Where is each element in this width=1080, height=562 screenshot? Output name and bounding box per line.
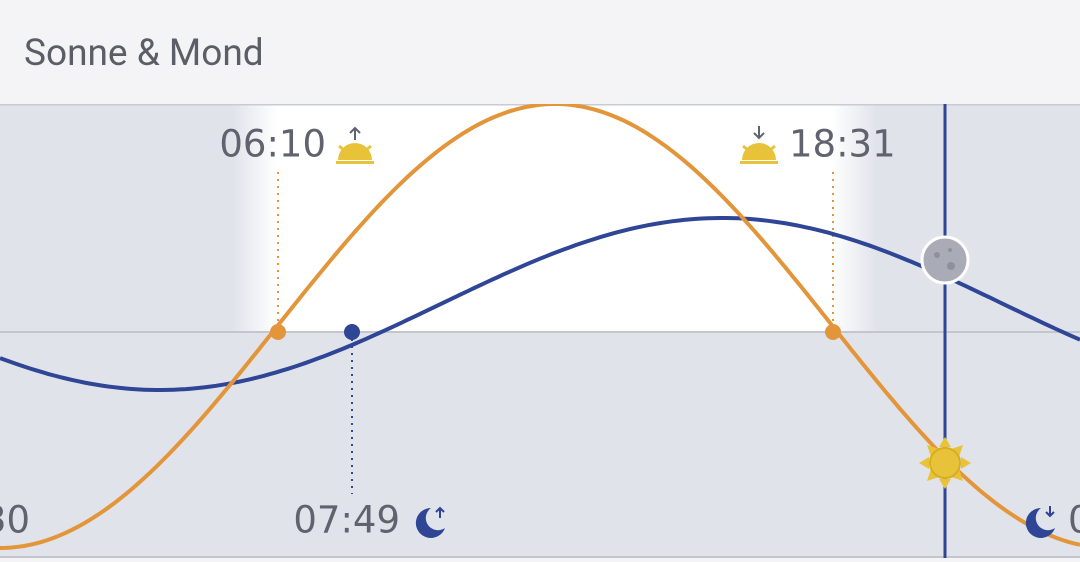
moon-icon bbox=[920, 235, 970, 285]
sunset-dot bbox=[825, 324, 841, 340]
sunrise-dot bbox=[270, 324, 286, 340]
day-background bbox=[232, 104, 877, 332]
previous-edge-label: 30 bbox=[0, 499, 30, 542]
sunrise-time: 06:10 bbox=[219, 123, 326, 166]
next-edge-label: 0 bbox=[1068, 499, 1080, 542]
moonrise-dot bbox=[344, 324, 360, 340]
sun-icon bbox=[919, 437, 971, 489]
header: Sonne & Mond bbox=[0, 0, 1080, 104]
sunset-icon bbox=[740, 126, 778, 164]
moon-curve bbox=[0, 216, 1080, 392]
section-title: Sonne & Mond bbox=[24, 32, 264, 75]
moonset-icon bbox=[1025, 506, 1055, 538]
sunrise-icon bbox=[336, 126, 374, 164]
sun-curve bbox=[0, 104, 1080, 550]
moonrise-icon bbox=[415, 506, 445, 538]
sun-moon-chart: 06:10 18:31 07:49 30 0 bbox=[0, 104, 1080, 558]
moonrise-time: 07:49 bbox=[293, 499, 400, 542]
sunset-time: 18:31 bbox=[789, 123, 896, 166]
